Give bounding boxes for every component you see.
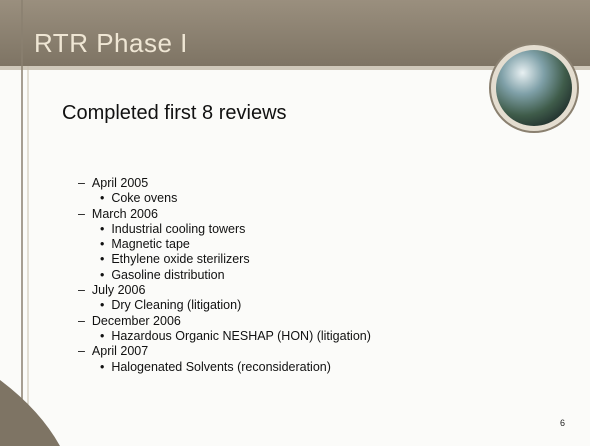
date-item: – December 2006: [64, 314, 371, 329]
review-item-text: Coke ovens: [111, 191, 177, 205]
review-item-text: Gasoline distribution: [111, 268, 224, 282]
review-item: • Gasoline distribution: [64, 268, 371, 283]
slide-heading: Completed first 8 reviews: [62, 102, 287, 125]
review-item-text: Industrial cooling towers: [111, 222, 245, 236]
review-list: – April 2005• Coke ovens– March 2006• In…: [64, 176, 371, 375]
review-item-text: Ethylene oxide sterilizers: [111, 252, 249, 266]
review-item: • Halogenated Solvents (reconsideration): [64, 360, 371, 375]
date-item: – July 2006: [64, 283, 371, 298]
date-item: – April 2005: [64, 176, 371, 191]
review-item-text: Hazardous Organic NESHAP (HON) (litigati…: [111, 329, 371, 343]
list-marker: –: [78, 207, 92, 221]
date-item-text: April 2007: [92, 344, 148, 358]
review-item: • Industrial cooling towers: [64, 222, 371, 237]
list-marker: •: [100, 191, 111, 205]
review-item: • Magnetic tape: [64, 237, 371, 252]
review-item-text: Magnetic tape: [111, 237, 190, 251]
date-item-text: December 2006: [92, 314, 181, 328]
date-item-text: July 2006: [92, 283, 146, 297]
slide-title: RTR Phase I: [34, 28, 188, 59]
slide: RTR Phase I Completed first 8 reviews – …: [0, 0, 590, 446]
review-item: • Dry Cleaning (litigation): [64, 298, 371, 313]
list-marker: •: [100, 252, 111, 266]
list-marker: •: [100, 298, 111, 312]
review-item-text: Dry Cleaning (litigation): [111, 298, 241, 312]
list-marker: –: [78, 176, 92, 190]
list-marker: •: [100, 360, 111, 374]
review-item: • Ethylene oxide sterilizers: [64, 252, 371, 267]
date-item: – March 2006: [64, 207, 371, 222]
list-marker: •: [100, 222, 111, 236]
review-item-text: Halogenated Solvents (reconsideration): [111, 360, 331, 374]
date-item-text: April 2005: [92, 176, 148, 190]
list-marker: •: [100, 329, 111, 343]
review-item: • Coke ovens: [64, 191, 371, 206]
list-marker: •: [100, 237, 111, 251]
list-marker: –: [78, 314, 92, 328]
list-marker: –: [78, 283, 92, 297]
date-item-text: March 2006: [92, 207, 158, 221]
review-item: • Hazardous Organic NESHAP (HON) (litiga…: [64, 329, 371, 344]
list-marker: –: [78, 344, 92, 358]
list-marker: •: [100, 268, 111, 282]
page-number: 6: [560, 418, 565, 428]
date-item: – April 2007: [64, 344, 371, 359]
